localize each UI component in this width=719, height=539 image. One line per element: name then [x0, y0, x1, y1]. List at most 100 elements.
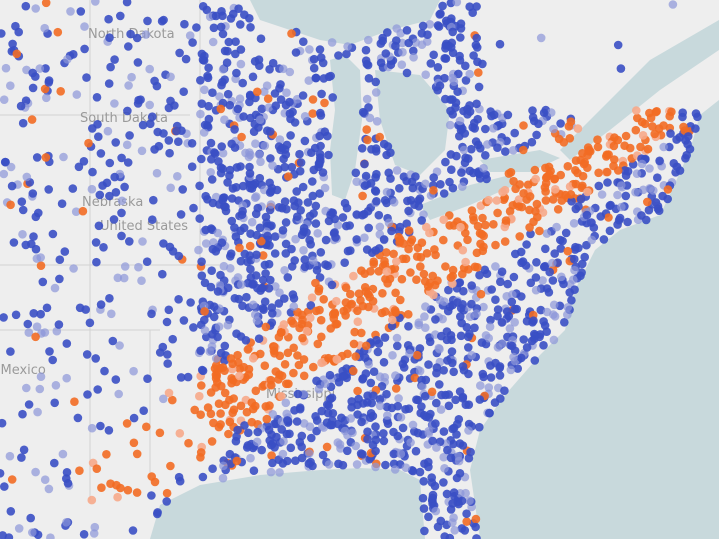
marker[interactable]: [469, 216, 479, 225]
marker[interactable]: [239, 362, 249, 372]
marker[interactable]: [232, 329, 241, 339]
marker[interactable]: [358, 374, 368, 383]
marker[interactable]: [62, 339, 72, 348]
marker[interactable]: [549, 335, 559, 345]
marker[interactable]: [425, 20, 435, 29]
marker[interactable]: [260, 361, 270, 371]
marker[interactable]: [433, 63, 443, 72]
marker[interactable]: [216, 270, 225, 280]
marker[interactable]: [206, 138, 216, 148]
marker[interactable]: [291, 234, 300, 244]
marker[interactable]: [411, 38, 421, 47]
marker[interactable]: [452, 430, 461, 439]
marker[interactable]: [295, 166, 305, 176]
marker[interactable]: [485, 408, 494, 418]
marker[interactable]: [443, 306, 453, 316]
marker[interactable]: [340, 426, 350, 436]
marker[interactable]: [259, 305, 268, 315]
marker[interactable]: [400, 355, 410, 365]
marker[interactable]: [394, 394, 403, 403]
marker[interactable]: [40, 84, 50, 94]
marker[interactable]: [363, 434, 372, 444]
marker[interactable]: [92, 257, 101, 267]
marker[interactable]: [238, 78, 247, 88]
marker[interactable]: [134, 262, 143, 272]
marker[interactable]: [458, 182, 467, 191]
marker[interactable]: [223, 283, 233, 293]
marker[interactable]: [249, 279, 258, 289]
marker[interactable]: [456, 222, 465, 232]
marker[interactable]: [617, 202, 626, 212]
marker[interactable]: [404, 244, 413, 254]
marker[interactable]: [502, 307, 512, 316]
marker[interactable]: [365, 113, 375, 123]
marker[interactable]: [613, 190, 622, 200]
marker[interactable]: [412, 350, 422, 360]
marker[interactable]: [640, 119, 650, 129]
marker[interactable]: [48, 229, 58, 239]
marker[interactable]: [268, 161, 277, 170]
marker[interactable]: [274, 142, 284, 151]
marker[interactable]: [341, 298, 351, 307]
marker[interactable]: [565, 288, 574, 297]
marker[interactable]: [208, 198, 218, 208]
marker[interactable]: [467, 299, 476, 309]
marker[interactable]: [431, 419, 440, 428]
marker[interactable]: [541, 244, 550, 254]
marker[interactable]: [18, 118, 28, 128]
marker[interactable]: [237, 280, 246, 289]
marker[interactable]: [123, 106, 132, 116]
marker[interactable]: [59, 152, 68, 162]
marker[interactable]: [270, 232, 280, 241]
marker[interactable]: [512, 304, 521, 314]
marker[interactable]: [297, 442, 307, 452]
marker[interactable]: [265, 188, 275, 197]
marker[interactable]: [220, 115, 229, 124]
marker[interactable]: [282, 204, 291, 214]
marker[interactable]: [213, 332, 222, 342]
marker[interactable]: [66, 7, 75, 16]
marker[interactable]: [214, 322, 224, 332]
marker[interactable]: [392, 166, 402, 175]
marker[interactable]: [513, 364, 522, 373]
marker[interactable]: [251, 386, 261, 396]
marker[interactable]: [100, 366, 109, 376]
marker[interactable]: [471, 40, 481, 50]
marker[interactable]: [389, 449, 399, 459]
marker[interactable]: [38, 277, 48, 287]
marker[interactable]: [283, 273, 293, 282]
marker[interactable]: [486, 361, 495, 370]
marker[interactable]: [12, 49, 22, 59]
marker[interactable]: [631, 125, 641, 135]
marker[interactable]: [145, 100, 154, 110]
marker[interactable]: [496, 277, 505, 287]
marker[interactable]: [453, 419, 462, 429]
marker[interactable]: [430, 481, 440, 491]
marker[interactable]: [610, 133, 619, 142]
marker[interactable]: [382, 150, 391, 160]
marker[interactable]: [650, 129, 659, 139]
marker[interactable]: [211, 354, 221, 363]
marker[interactable]: [275, 468, 284, 477]
marker[interactable]: [162, 488, 172, 498]
marker[interactable]: [323, 408, 333, 418]
marker[interactable]: [457, 496, 467, 506]
marker[interactable]: [287, 316, 296, 326]
marker[interactable]: [476, 381, 485, 390]
marker[interactable]: [668, 0, 678, 9]
marker[interactable]: [283, 416, 292, 425]
marker[interactable]: [371, 462, 380, 472]
marker[interactable]: [28, 83, 38, 93]
marker[interactable]: [418, 382, 427, 391]
marker[interactable]: [424, 426, 434, 436]
marker[interactable]: [203, 71, 212, 81]
marker[interactable]: [361, 171, 371, 181]
marker[interactable]: [631, 187, 640, 197]
marker[interactable]: [653, 204, 663, 213]
marker[interactable]: [0, 157, 10, 167]
marker[interactable]: [375, 395, 385, 404]
marker[interactable]: [531, 174, 540, 184]
marker[interactable]: [556, 119, 565, 128]
marker[interactable]: [88, 167, 97, 177]
marker[interactable]: [158, 269, 167, 279]
